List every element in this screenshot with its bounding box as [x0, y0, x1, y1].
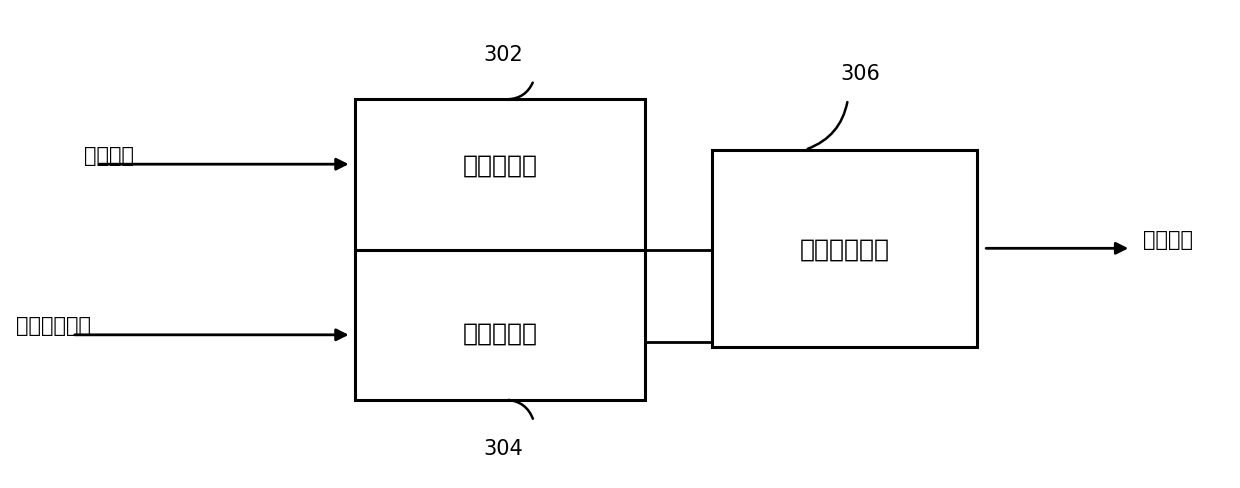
Text: 周期计数器: 周期计数器: [463, 321, 537, 345]
Text: 306: 306: [841, 64, 880, 83]
Text: 判定结果: 判定结果: [1143, 229, 1193, 249]
Text: 302: 302: [484, 44, 523, 64]
Bar: [355, 100, 645, 400]
Bar: [712, 150, 977, 347]
Text: 信号计数器: 信号计数器: [463, 153, 537, 177]
Text: 304: 304: [484, 438, 523, 458]
Text: 电平信号: 电平信号: [84, 145, 134, 165]
Text: 校准时钟信号: 校准时钟信号: [16, 316, 92, 336]
Text: 多数表决逻辑: 多数表决逻辑: [800, 237, 890, 261]
